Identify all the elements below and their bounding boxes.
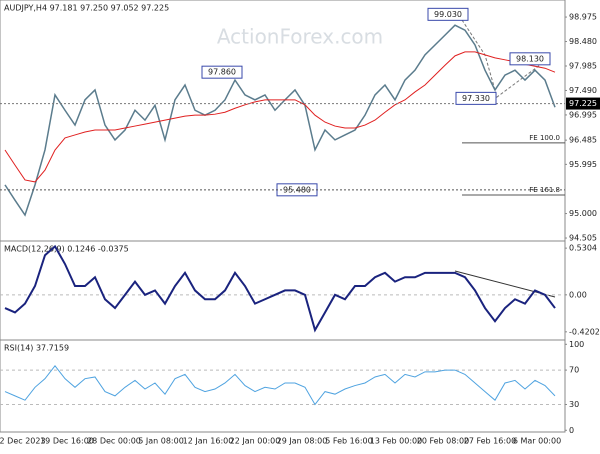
chart-title: AUDJPY,H4 97.181 97.250 97.052 97.225 — [4, 4, 169, 13]
watermark: ActionForex.com — [217, 25, 383, 49]
y-tick-label: 96.995 — [569, 110, 597, 119]
y-tick-label: 97.490 — [569, 86, 597, 95]
y-tick-label: 100 — [569, 340, 584, 349]
y-tick-label: 95.995 — [569, 160, 597, 169]
x-tick-label: 12 Dec 2023 — [0, 437, 46, 446]
annotation-label: 97.330 — [462, 94, 490, 103]
moving-average — [4, 51, 556, 183]
annotation-box — [455, 91, 497, 105]
y-tick-label: 95.000 — [569, 209, 597, 218]
plot-frame — [0, 0, 566, 433]
annotation-box — [427, 7, 469, 21]
x-tick-label: 6 Mar 00:00 — [513, 437, 561, 446]
y-tick-label: 94.505 — [569, 234, 597, 243]
y-tick-label: 0 — [569, 426, 574, 435]
y-tick-label: 70 — [569, 366, 579, 375]
y-tick-label: 97.985 — [569, 61, 597, 70]
last-price-label: 97.225 — [569, 99, 597, 108]
x-tick-label: 13 Feb 00:00 — [370, 437, 422, 446]
annotation-box — [509, 52, 551, 66]
x-tick-label: 22 Jan 00:00 — [230, 437, 281, 446]
x-tick-label: 27 Feb 16:00 — [464, 437, 516, 446]
y-tick-label: 98.975 — [569, 13, 597, 22]
x-tick-label: 29 Jan 08:00 — [277, 437, 328, 446]
rsi-line — [4, 364, 556, 406]
y-tick-label: -0.4202 — [569, 327, 600, 336]
pattern-line — [461, 19, 541, 98]
x-tick-label: 12 Jan 16:00 — [183, 437, 234, 446]
price-line — [4, 24, 556, 217]
y-tick-label: 0.00 — [569, 290, 587, 299]
macd-line — [4, 244, 556, 333]
rsi-title: RSI(14) 37.7159 — [4, 344, 69, 353]
x-tick-label: 28 Dec 00:00 — [87, 437, 141, 446]
x-tick-label: 5 Jan 08:00 — [138, 437, 184, 446]
macd-title: MACD(12,26,9) 0.1246 -0.0375 — [4, 245, 129, 254]
annotation-box — [201, 65, 243, 79]
y-tick-label: 30 — [569, 400, 579, 409]
y-tick-label: 0.5304 — [569, 244, 597, 253]
x-tick-label: 19 Dec 16:00 — [40, 437, 94, 446]
y-tick-label: 96.485 — [569, 136, 597, 145]
x-tick-label: 20 Feb 08:00 — [417, 437, 469, 446]
x-tick-label: 5 Feb 16:00 — [325, 437, 372, 446]
fe-label: FE 100.0 — [529, 134, 560, 142]
y-tick-label: 98.480 — [569, 37, 597, 46]
last-price-box — [566, 97, 600, 110]
annotation-label: 97.860 — [208, 68, 236, 77]
annotation-label: 99.030 — [434, 10, 462, 19]
annotation-label: 98.130 — [516, 54, 544, 63]
